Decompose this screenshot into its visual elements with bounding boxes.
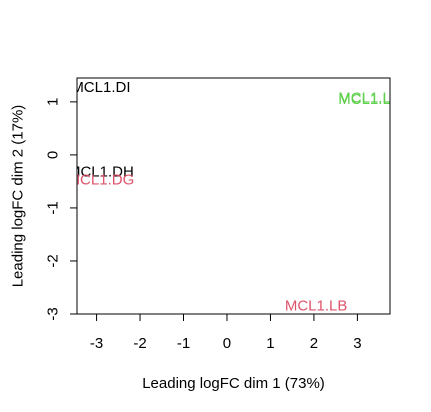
- data-point-label: MCL1.LB: [338, 90, 401, 107]
- point-labels: MCL1.DIMCL1.DHMCL1.DGMCL1.LAMCL1.LBMCL1.…: [68, 79, 401, 315]
- y-tick-label: 1: [45, 98, 62, 106]
- data-point-label: MCL1.DH: [68, 163, 134, 180]
- data-point-label: MCL1.LA: [338, 91, 401, 108]
- y-axis-title: Leading logFC dim 2 (17%): [10, 105, 27, 288]
- x-tick-label: -1: [177, 335, 190, 352]
- y-tick-label: 0: [45, 151, 62, 159]
- x-tick-label: -2: [133, 335, 146, 352]
- y-axis: -3 -2 -1 0 1: [45, 98, 78, 321]
- x-tick-label: 2: [310, 335, 318, 352]
- x-axis: -3 -2 -1 0 1 2 3: [90, 313, 362, 352]
- y-tick-label: -1: [45, 201, 62, 214]
- y-tick-label: -2: [45, 254, 62, 267]
- data-point-label: MCL1.DG: [68, 171, 135, 188]
- y-tick-label: -3: [45, 307, 62, 320]
- data-point-label: MCL1.DI: [71, 79, 130, 96]
- x-tick-label: -3: [90, 335, 103, 352]
- x-tick-label: 3: [353, 335, 361, 352]
- data-point-label: MCL1.LB: [285, 298, 348, 315]
- x-tick-label: 1: [266, 335, 274, 352]
- x-tick-label: 0: [223, 335, 231, 352]
- plot-frame: [76, 77, 391, 315]
- x-axis-title: Leading logFC dim 1 (73%): [142, 375, 325, 392]
